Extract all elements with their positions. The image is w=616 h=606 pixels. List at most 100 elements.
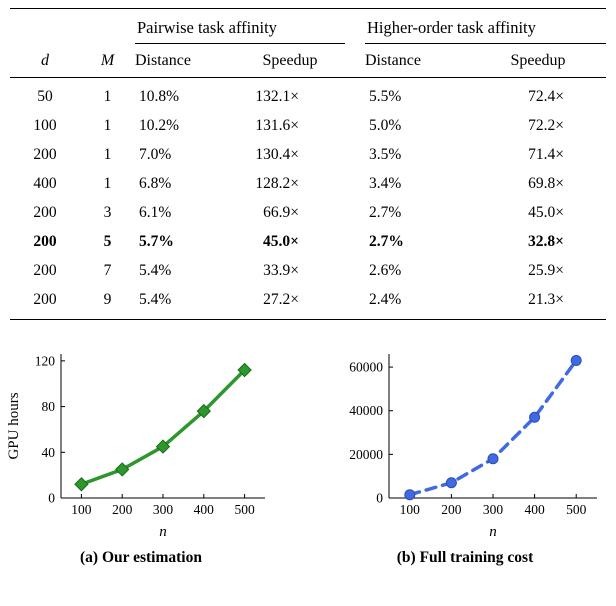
cell-d: 50 bbox=[37, 88, 53, 105]
svg-text:500: 500 bbox=[234, 502, 255, 517]
cell-pairwise-speedup: 66.9× bbox=[263, 204, 299, 221]
cell-pairwise-distance: 10.2% bbox=[139, 117, 180, 134]
svg-text:300: 300 bbox=[483, 502, 504, 517]
cell-higher-distance: 2.6% bbox=[369, 262, 402, 279]
cell-m: 7 bbox=[103, 262, 112, 279]
cell-pairwise-speedup: 130.4× bbox=[255, 146, 299, 163]
svg-text:200: 200 bbox=[112, 502, 133, 517]
svg-text:120: 120 bbox=[35, 353, 56, 368]
cell-d: 200 bbox=[33, 204, 57, 221]
cell-m: 1 bbox=[103, 117, 112, 134]
cell-d: 200 bbox=[33, 146, 57, 163]
cell-pairwise-distance: 5.4% bbox=[139, 291, 172, 308]
cell-higher-distance: 3.5% bbox=[369, 146, 402, 163]
cell-m: 1 bbox=[103, 146, 112, 163]
svg-text:400: 400 bbox=[194, 502, 215, 517]
cell-m: 9 bbox=[103, 291, 112, 308]
group-header-row: Pairwise task affinity Higher-order task… bbox=[10, 8, 606, 44]
cell-higher-speedup: 72.4× bbox=[528, 88, 564, 105]
column-spacer bbox=[345, 9, 365, 44]
training-cost-line-chart: 100 200 300 400 500 0 20000 40000 60000 n bbox=[349, 354, 597, 540]
chart-full-training-cost: 100 200 300 400 500 0 20000 40000 60000 n (b) Ful… bbox=[319, 344, 611, 567]
svg-text:60000: 60000 bbox=[349, 360, 383, 375]
cell-d: 200 bbox=[33, 233, 57, 250]
cell-higher-distance: 5.5% bbox=[369, 88, 402, 105]
table-row: 200 1 7.0% 130.4× 3.5% 71.4× bbox=[10, 141, 606, 170]
svg-text:0: 0 bbox=[376, 491, 383, 506]
group-header-pairwise: Pairwise task affinity bbox=[135, 8, 345, 44]
cell-d: 100 bbox=[33, 117, 57, 134]
group-header-empty bbox=[10, 9, 135, 44]
table-row: 200 5 5.7% 45.0× 2.7% 32.8× bbox=[10, 228, 606, 257]
cell-pairwise-speedup: 131.6× bbox=[255, 117, 299, 134]
cell-higher-distance: 3.4% bbox=[369, 175, 402, 192]
svg-text:200: 200 bbox=[441, 502, 462, 517]
chart-our-estimation: 100 200 300 400 500 0 40 80 120 n GPU hours (a) Ou… bbox=[5, 344, 277, 567]
cell-higher-distance: 2.4% bbox=[369, 291, 402, 308]
column-spacer bbox=[345, 170, 365, 199]
col-header-higher-speedup: Speedup bbox=[470, 43, 606, 78]
cell-d: 400 bbox=[33, 175, 57, 192]
col-header-higher-distance: Distance bbox=[365, 43, 470, 78]
svg-text:40000: 40000 bbox=[349, 403, 383, 418]
table-row: 200 9 5.4% 27.2× 2.4% 21.3× bbox=[10, 286, 606, 320]
col-header-m: M bbox=[80, 43, 135, 78]
svg-text:n: n bbox=[489, 524, 497, 540]
cell-pairwise-speedup: 33.9× bbox=[263, 262, 299, 279]
table-body: 50 1 10.8% 132.1× 5.5% 72.4× 100 1 10.2% 131.6× 5.… bbox=[10, 78, 606, 320]
svg-text:80: 80 bbox=[42, 399, 56, 414]
cell-higher-speedup: 21.3× bbox=[528, 291, 564, 308]
svg-text:GPU hours: GPU hours bbox=[6, 392, 22, 459]
table-row: 100 1 10.2% 131.6× 5.0% 72.2× bbox=[10, 112, 606, 141]
chart-caption-b: (b) Full training cost bbox=[396, 549, 534, 566]
svg-text:40: 40 bbox=[42, 445, 56, 460]
svg-text:20000: 20000 bbox=[349, 447, 383, 462]
cell-pairwise-speedup: 45.0× bbox=[263, 233, 299, 250]
column-spacer bbox=[345, 78, 365, 112]
cell-higher-distance: 2.7% bbox=[369, 204, 402, 221]
cell-pairwise-distance: 5.4% bbox=[139, 262, 172, 279]
chart-caption-a: (a) Our estimation bbox=[80, 549, 202, 566]
column-spacer bbox=[345, 43, 365, 78]
cell-pairwise-distance: 5.7% bbox=[139, 233, 174, 250]
cell-higher-distance: 2.7% bbox=[369, 233, 404, 250]
column-header-row: d M Distance Speedup Distance Speedup bbox=[10, 43, 606, 78]
cell-pairwise-speedup: 132.1× bbox=[255, 88, 299, 105]
svg-text:n: n bbox=[159, 524, 167, 540]
column-spacer bbox=[345, 286, 365, 320]
table-row: 400 1 6.8% 128.2× 3.4% 69.8× bbox=[10, 170, 606, 199]
svg-text:100: 100 bbox=[400, 502, 421, 517]
cell-d: 200 bbox=[33, 291, 57, 308]
cell-m: 1 bbox=[103, 88, 112, 105]
svg-text:0: 0 bbox=[48, 491, 55, 506]
svg-text:500: 500 bbox=[566, 502, 587, 517]
svg-text:300: 300 bbox=[153, 502, 174, 517]
cell-m: 3 bbox=[103, 204, 112, 221]
cell-m: 5 bbox=[103, 233, 112, 250]
cell-higher-speedup: 72.2× bbox=[528, 117, 564, 134]
cell-higher-speedup: 25.9× bbox=[528, 262, 564, 279]
results-table: Pairwise task affinity Higher-order task… bbox=[10, 8, 606, 320]
figures-row: 100 200 300 400 500 0 40 80 120 n GPU hours (a) Ou… bbox=[6, 344, 606, 567]
col-header-pairwise-speedup: Speedup bbox=[235, 43, 345, 78]
cell-d: 200 bbox=[33, 262, 57, 279]
column-spacer bbox=[345, 257, 365, 286]
cell-higher-speedup: 69.8× bbox=[528, 175, 564, 192]
table-row: 50 1 10.8% 132.1× 5.5% 72.4× bbox=[10, 78, 606, 112]
cell-higher-speedup: 45.0× bbox=[528, 204, 564, 221]
group-header-higher-order: Higher-order task affinity bbox=[365, 8, 606, 44]
estimation-line-chart: 100 200 300 400 500 0 40 80 120 n GPU hours bbox=[6, 353, 265, 540]
col-header-pairwise-distance: Distance bbox=[135, 43, 235, 78]
cell-pairwise-distance: 7.0% bbox=[139, 146, 172, 163]
col-header-d: d bbox=[10, 43, 80, 78]
cell-pairwise-distance: 10.8% bbox=[139, 88, 180, 105]
cell-pairwise-speedup: 128.2× bbox=[255, 175, 299, 192]
cell-pairwise-distance: 6.1% bbox=[139, 204, 172, 221]
svg-text:400: 400 bbox=[524, 502, 545, 517]
column-spacer bbox=[345, 141, 365, 170]
cell-m: 1 bbox=[103, 175, 112, 192]
cell-pairwise-speedup: 27.2× bbox=[263, 291, 299, 308]
svg-text:100: 100 bbox=[71, 502, 92, 517]
cell-pairwise-distance: 6.8% bbox=[139, 175, 172, 192]
